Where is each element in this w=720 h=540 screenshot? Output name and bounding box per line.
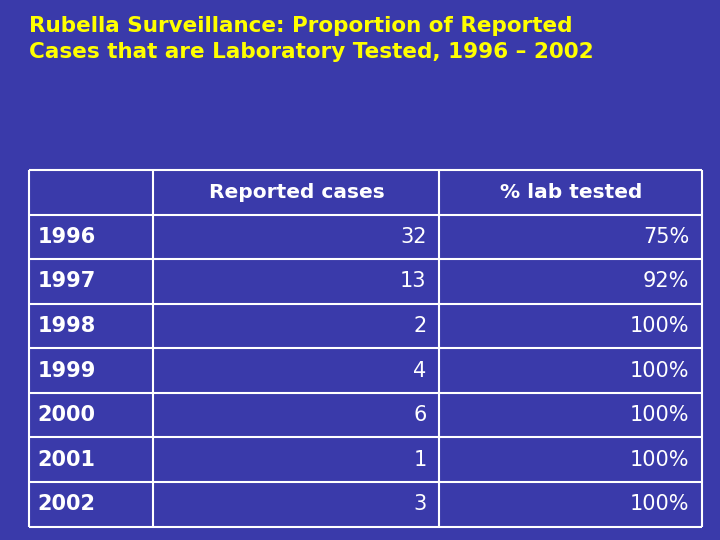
Text: 3: 3 [413,494,426,514]
Text: 100%: 100% [629,361,689,381]
Text: 100%: 100% [629,450,689,470]
Text: 4: 4 [413,361,426,381]
Text: 2002: 2002 [37,494,96,514]
Bar [29,170,702,526]
Text: 100%: 100% [629,405,689,425]
Text: 6: 6 [413,405,426,425]
Text: 2000: 2000 [37,405,96,425]
Text: Rubella Surveillance: Proportion of Reported
Cases that are Laboratory Tested, 1: Rubella Surveillance: Proportion of Repo… [29,16,593,62]
Text: 13: 13 [400,272,426,292]
Text: 100%: 100% [629,494,689,514]
Text: Reported cases: Reported cases [209,183,384,202]
Text: 2: 2 [413,316,426,336]
Text: 1997: 1997 [37,272,96,292]
Text: 75%: 75% [643,227,689,247]
Text: 32: 32 [400,227,426,247]
Text: 1999: 1999 [37,361,96,381]
Text: 100%: 100% [629,316,689,336]
Text: % lab tested: % lab tested [500,183,642,202]
Text: 1998: 1998 [37,316,96,336]
Text: 1: 1 [413,450,426,470]
Text: 92%: 92% [643,272,689,292]
Text: 1996: 1996 [37,227,96,247]
Text: 2001: 2001 [37,450,96,470]
